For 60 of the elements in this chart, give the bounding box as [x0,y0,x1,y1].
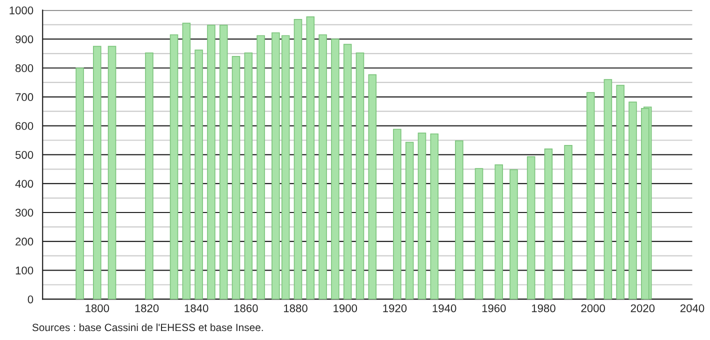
bar [418,132,426,300]
bar [170,34,178,300]
bar [604,79,612,300]
bar [294,19,302,300]
bar [405,142,414,300]
bar [232,56,240,300]
bar [628,102,637,300]
y-tick-label: 100 [16,266,34,274]
bar [76,68,84,300]
x-tick-label: 1880 [284,304,308,312]
y-tick-label: 1000 [10,6,34,14]
x-tick-label: 2040 [680,304,704,312]
bar [145,52,154,300]
bar [256,35,265,300]
y-tick-label: 900 [16,35,34,44]
x-tick-label: 1980 [532,304,556,312]
bar [318,34,327,300]
bar [586,92,595,300]
x-tick-label: 2020 [630,304,655,312]
bar [306,16,315,300]
y-tick-label: 500 [15,150,34,159]
bar [219,24,228,300]
bar [207,24,216,300]
bar [474,168,484,300]
bar [368,74,377,300]
bar [182,22,191,300]
bar [108,46,116,300]
x-tick-label: 1820 [135,304,159,312]
bar [526,156,536,300]
bar [510,169,518,300]
bar [244,52,253,300]
y-tick-label: 200 [16,238,34,246]
bar [393,128,402,300]
x-tick-label: 1840 [184,304,208,312]
bar [430,133,439,300]
y-tick-label: 700 [16,93,34,102]
bar [564,145,572,300]
y-tick-label: 600 [16,122,34,130]
bar [356,52,364,300]
bar [343,44,352,300]
x-tick-label: 1900 [334,304,358,312]
x-tick-label: 1860 [234,304,258,312]
x-tick-label: 1960 [482,304,506,312]
y-tick-label: 300 [15,208,34,217]
source-note: Sources : base Cassini de l'EHESS et base Insee. [32,323,263,332]
bar [616,84,624,300]
y-tick-label: 800 [16,64,34,72]
x-tick-label: 1940 [432,304,456,312]
x-tick-label: 2000 [581,304,605,312]
y-tick-label: 400 [15,180,34,188]
x-tick-label: 1800 [86,304,110,312]
bar [194,50,203,300]
x-tick-label: 1920 [383,304,407,312]
bar [494,164,503,300]
bar [331,38,340,300]
bar [455,140,464,300]
bar [93,46,102,300]
y-tick-label: 0 [28,295,34,304]
bar [641,108,650,300]
bar [544,148,553,300]
